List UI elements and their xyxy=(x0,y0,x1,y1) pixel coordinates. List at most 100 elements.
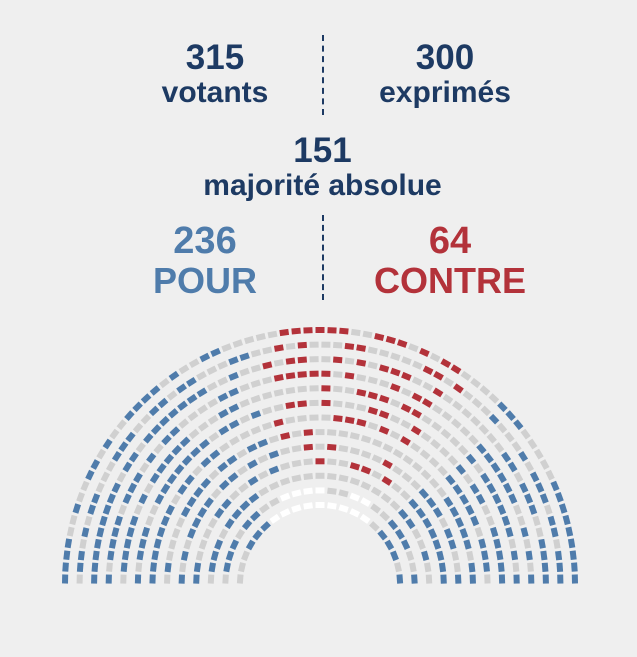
seat xyxy=(200,457,212,468)
seat xyxy=(394,528,405,540)
seat xyxy=(285,342,296,350)
seat xyxy=(389,430,401,440)
seat xyxy=(544,504,553,515)
seat xyxy=(228,419,240,430)
seat xyxy=(62,562,69,572)
seat xyxy=(527,438,538,450)
seat xyxy=(207,398,219,408)
seat xyxy=(297,385,307,393)
seat xyxy=(396,339,408,348)
seat xyxy=(76,562,84,573)
seat xyxy=(486,483,497,494)
seat xyxy=(463,539,472,550)
seat xyxy=(206,381,218,392)
seat xyxy=(180,550,189,561)
seat xyxy=(416,539,426,550)
seat xyxy=(297,415,307,422)
seat xyxy=(279,508,291,518)
seat xyxy=(436,486,447,498)
seat xyxy=(269,497,280,507)
seat xyxy=(498,574,506,584)
seat xyxy=(94,538,102,549)
seat xyxy=(72,503,82,514)
seat xyxy=(528,574,535,584)
votants-count: 315 xyxy=(185,38,245,77)
seat xyxy=(539,493,549,504)
seat xyxy=(542,574,549,584)
seat xyxy=(223,562,231,573)
seat xyxy=(449,436,461,448)
seat xyxy=(327,487,337,495)
seat xyxy=(360,497,371,507)
contre-count: 64 xyxy=(428,220,472,262)
seat xyxy=(232,339,244,348)
seat xyxy=(505,527,514,538)
seat xyxy=(171,444,183,456)
seat xyxy=(246,443,258,453)
exprimes-block: 300 exprimés xyxy=(345,39,545,108)
seat xyxy=(252,529,263,541)
seat xyxy=(231,508,242,520)
seat xyxy=(497,401,508,413)
seat xyxy=(367,421,379,431)
seat xyxy=(497,562,505,572)
seat xyxy=(217,360,228,370)
seat xyxy=(411,574,418,584)
seat xyxy=(157,397,169,409)
seat xyxy=(140,413,152,425)
seat xyxy=(371,454,383,464)
seat xyxy=(480,472,491,484)
seat xyxy=(481,504,491,516)
seat xyxy=(207,574,215,584)
seat xyxy=(197,507,208,518)
seat xyxy=(149,385,161,396)
seat xyxy=(136,550,144,561)
seat xyxy=(547,515,556,527)
seat xyxy=(333,400,343,408)
seat xyxy=(102,438,113,450)
seat xyxy=(387,519,399,531)
seat xyxy=(199,439,210,450)
seat xyxy=(285,357,296,365)
seat xyxy=(344,416,355,424)
seat xyxy=(411,408,422,419)
seat xyxy=(186,496,197,508)
seat xyxy=(321,356,331,363)
seat xyxy=(513,471,524,483)
seat xyxy=(200,477,212,489)
seat xyxy=(164,562,172,573)
seat xyxy=(262,361,273,370)
seat xyxy=(349,477,361,486)
seat xyxy=(291,444,302,453)
seat xyxy=(535,482,545,493)
seat xyxy=(309,385,319,392)
seat xyxy=(99,515,108,527)
seat xyxy=(378,394,390,404)
seat xyxy=(379,510,391,522)
votants-label: votants xyxy=(161,75,269,109)
seat xyxy=(149,472,160,484)
seat xyxy=(267,330,278,339)
seat xyxy=(279,477,291,486)
seat xyxy=(452,484,463,495)
seat xyxy=(153,443,164,455)
seat xyxy=(208,562,216,573)
seat xyxy=(419,347,430,357)
seat xyxy=(196,370,207,381)
seat xyxy=(229,539,240,551)
seat xyxy=(505,410,516,421)
seat xyxy=(401,356,412,366)
seat xyxy=(129,515,139,527)
seat xyxy=(430,439,441,450)
seat xyxy=(227,472,239,483)
seat xyxy=(95,482,105,493)
seat xyxy=(258,486,270,497)
seat xyxy=(222,574,229,584)
seat xyxy=(470,377,481,389)
seat xyxy=(469,483,480,495)
seat xyxy=(385,335,396,345)
seat xyxy=(132,422,144,434)
seat xyxy=(297,341,308,349)
seat xyxy=(422,517,433,529)
seat xyxy=(378,364,390,373)
